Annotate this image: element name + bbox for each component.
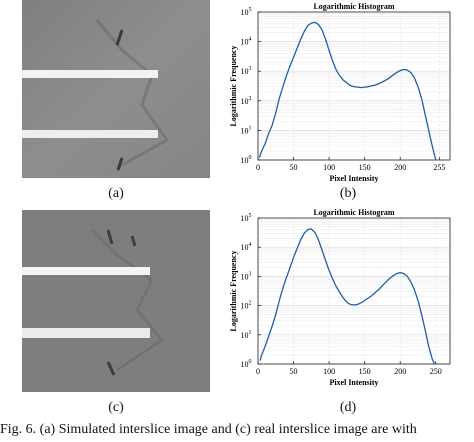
- simulated-interslice-image: [22, 0, 210, 178]
- top-bright-strip: [22, 70, 158, 78]
- y-axis-label: Logarithmic Frequency: [230, 46, 238, 127]
- y-tick-label: 103: [241, 66, 252, 76]
- y-tick-label: 100: [241, 359, 252, 369]
- x-tick-label: 0: [256, 367, 260, 376]
- histogram-d-svg: Logarithmic Histogram 0 50 100 150 200 250 100 1…: [229, 208, 451, 387]
- x-axis-label: Pixel Intensity: [329, 174, 378, 183]
- x-tick-label: 50: [290, 163, 298, 172]
- plot-frame: [257, 11, 451, 161]
- top-bright-strip: [22, 267, 150, 275]
- x-tick-label: 200: [394, 367, 406, 376]
- bottom-bright-strip: [22, 130, 158, 138]
- chart-title: Logarithmic Histogram: [313, 208, 394, 217]
- y-axis-label: Logarithmic Frequency: [230, 251, 238, 332]
- y-tick-label: 102: [241, 301, 252, 311]
- y-tick-label: 103: [241, 271, 252, 281]
- y-tick-label: 101: [241, 330, 252, 340]
- histogram-series-line: [259, 228, 435, 365]
- histogram-series-line: [258, 21, 437, 161]
- histogram-b-svg: Logarithmic Histogram 0 50 100 150 200 255 100 1…: [229, 2, 451, 183]
- panel-a-label: (a): [108, 186, 124, 201]
- panel-c-label: (c): [108, 400, 124, 415]
- histogram-chart-d: Logarithmic Histogram 0 50 100 150 200 250 100 1…: [229, 206, 474, 396]
- x-tick-label: 100: [323, 367, 335, 376]
- x-tick-label: 50: [290, 367, 298, 376]
- y-tick-label: 105: [241, 213, 252, 223]
- x-tick-label: 0: [256, 163, 260, 172]
- x-tick-label: 250: [430, 367, 442, 376]
- x-tick-label: 100: [323, 163, 335, 172]
- figure-caption: Fig. 6. (a) Simulated interslice image a…: [0, 422, 417, 437]
- y-tick-label: 100: [241, 155, 252, 165]
- y-tick-label: 104: [241, 242, 252, 252]
- real-image-drawing: [22, 210, 210, 392]
- plot-frame: [257, 217, 451, 365]
- bottom-bright-strip: [22, 328, 150, 338]
- x-tick-label: 200: [394, 163, 406, 172]
- x-tick-label: 255: [433, 163, 445, 172]
- y-tick-label: 104: [241, 37, 252, 47]
- x-tick-label: 150: [359, 367, 371, 376]
- x-axis-label: Pixel Intensity: [329, 378, 378, 387]
- x-tick-label: 150: [359, 163, 371, 172]
- y-tick-label: 105: [241, 7, 252, 17]
- panel-d-label: (d): [339, 400, 357, 415]
- y-tick-label: 102: [241, 96, 252, 106]
- histogram-chart-b: Logarithmic Histogram 0 50 100 150 200 255 100 1…: [229, 0, 474, 192]
- real-interslice-image: [22, 210, 210, 392]
- y-tick-label: 101: [241, 125, 252, 135]
- chart-title: Logarithmic Histogram: [313, 2, 394, 11]
- panel-b-label: (b): [339, 186, 357, 201]
- simulated-image-drawing: [22, 0, 210, 178]
